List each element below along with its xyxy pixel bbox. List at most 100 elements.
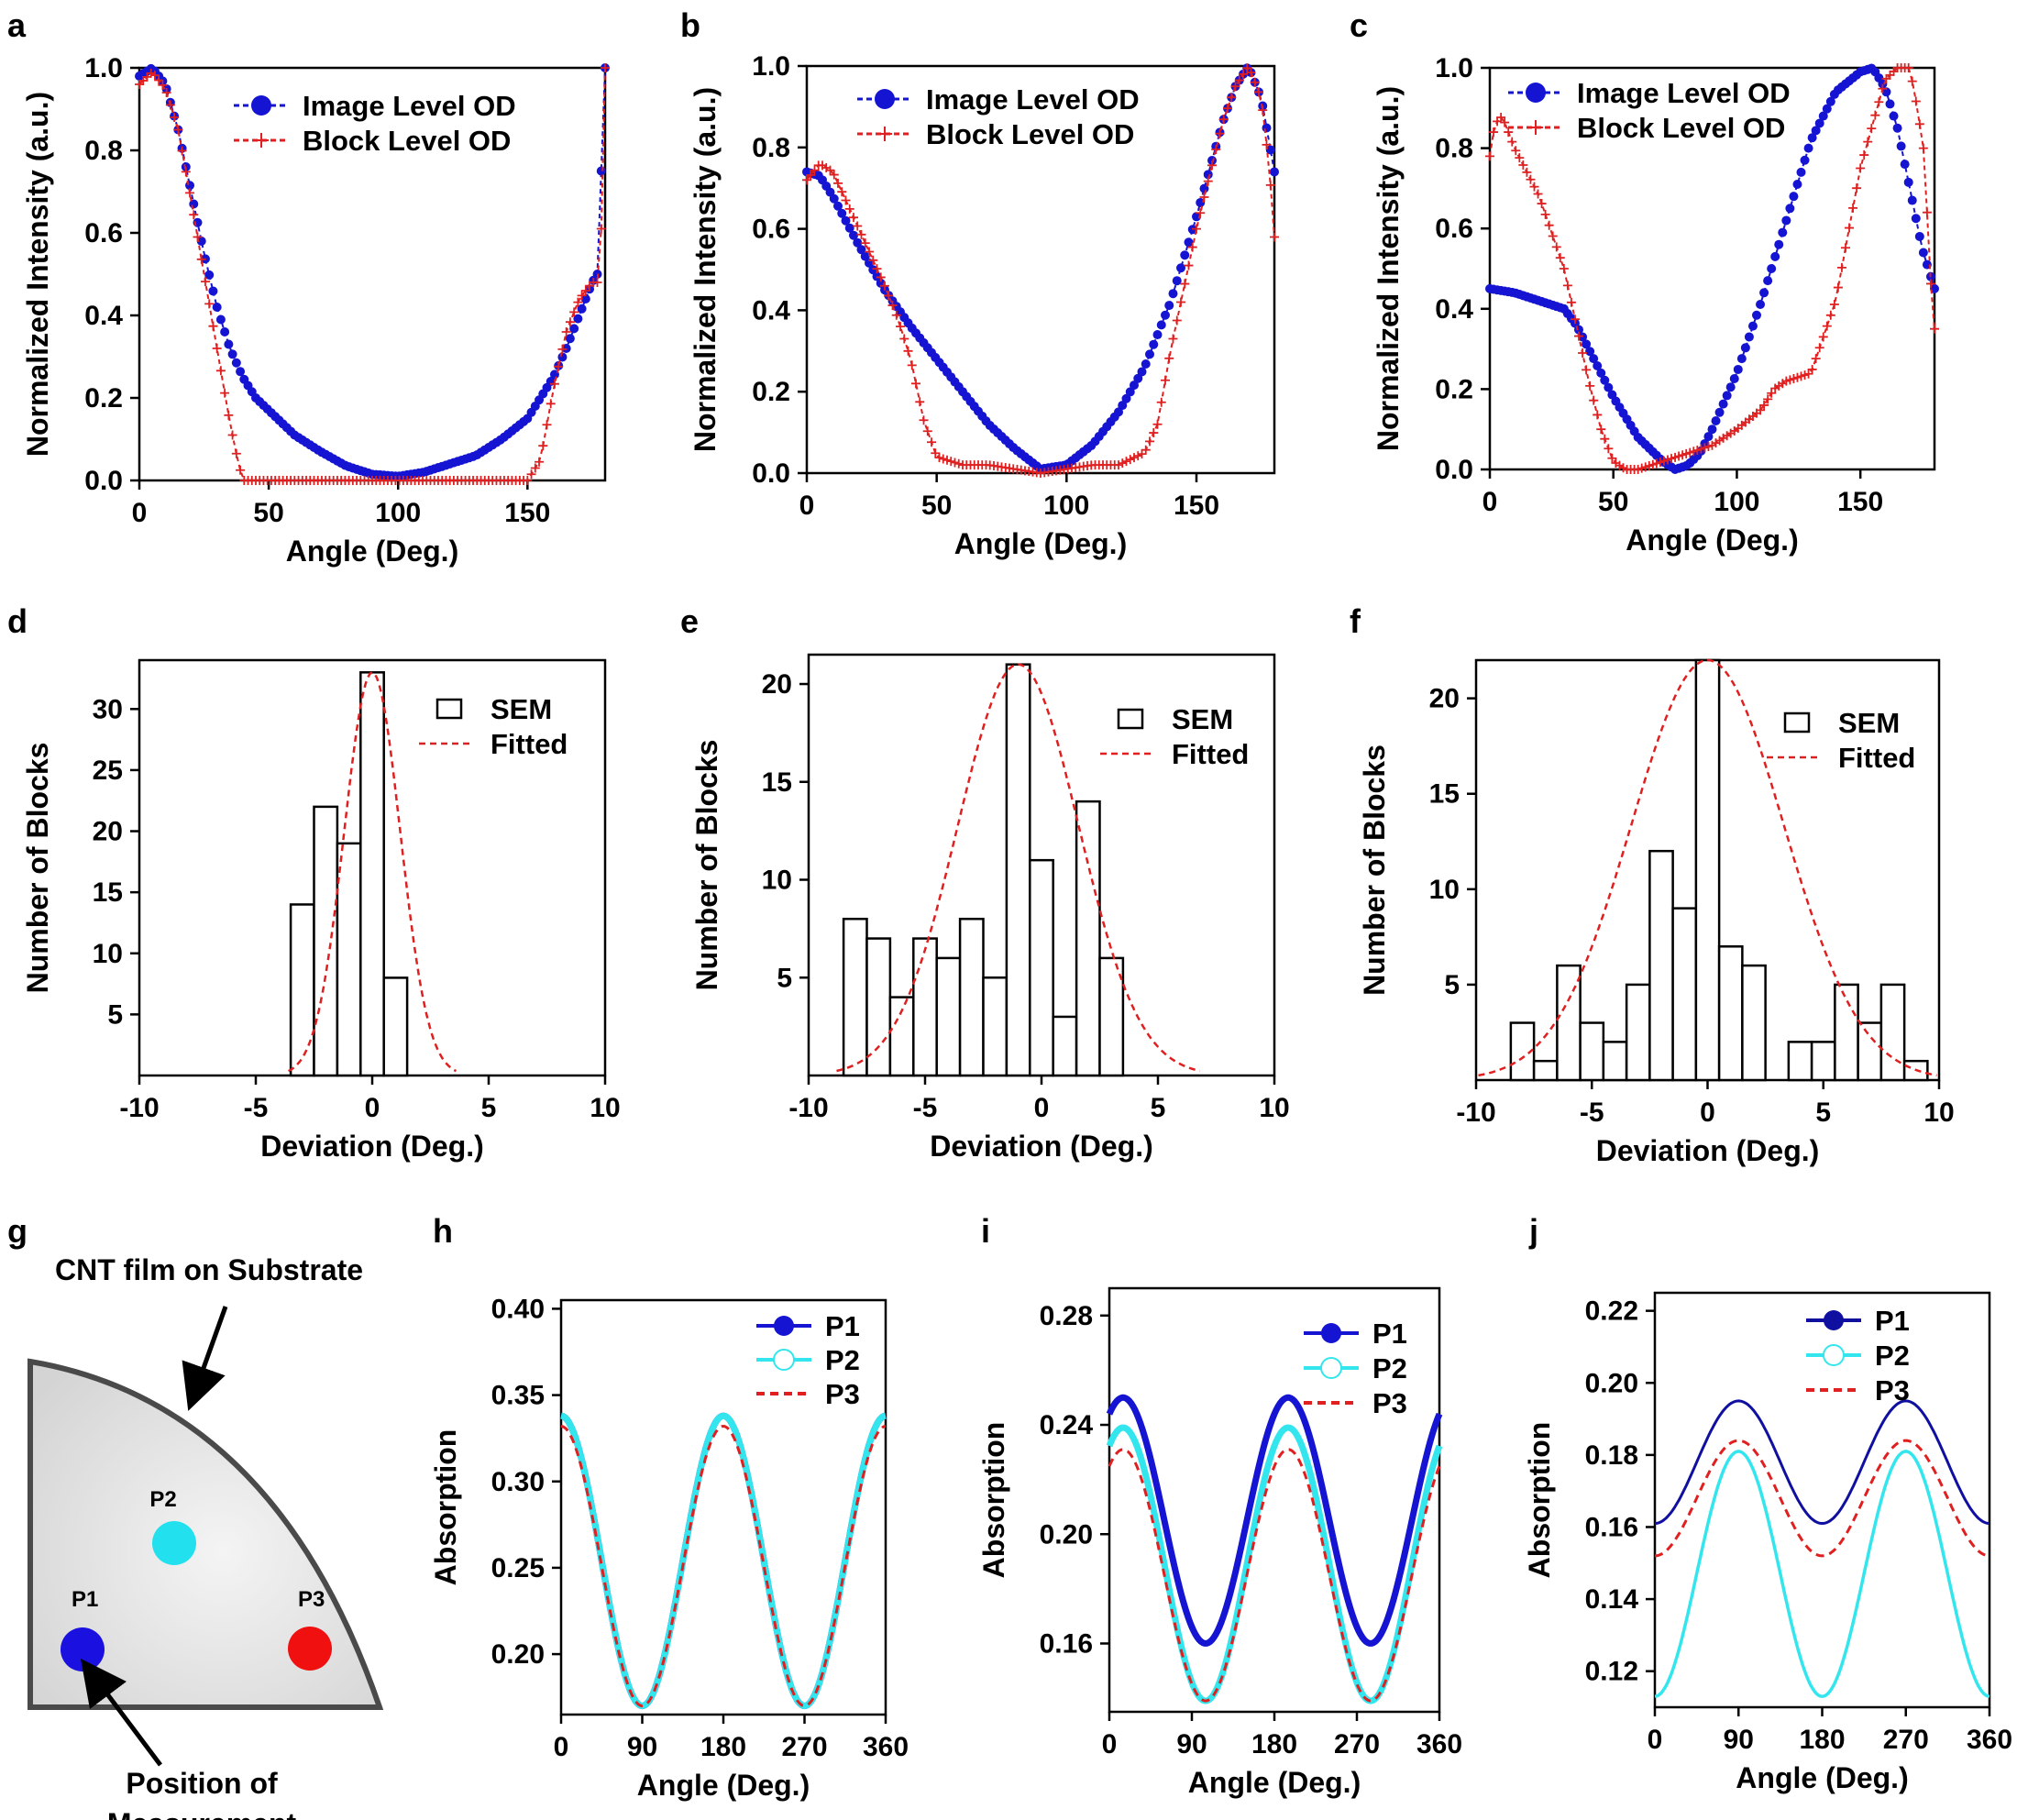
data-point: [1767, 264, 1777, 273]
bar: [1579, 1021, 1605, 1082]
y-tick-label: 0.2: [1435, 374, 1473, 404]
data-point: [1918, 143, 1928, 153]
y-tick-label: 10: [762, 866, 792, 896]
data-point: [911, 379, 920, 389]
data-point: [1747, 321, 1758, 331]
data-point: [577, 303, 587, 314]
data-point: [1118, 401, 1128, 411]
data-point: [1125, 387, 1135, 397]
data-point: [1215, 128, 1225, 138]
data-point: [1254, 87, 1263, 97]
legend-marker: [1117, 708, 1144, 730]
data-point: [868, 255, 878, 265]
panel-d: -10 -5 0 5 10 5 10 15 20 25 30 Deviation (Deg.) Numb…: [7, 602, 621, 1163]
data-point: [856, 229, 866, 239]
data-point: [1559, 264, 1569, 273]
data-point: [1703, 432, 1714, 442]
data-point: [1172, 276, 1182, 286]
data-point: [829, 170, 839, 180]
data-point: [1803, 143, 1813, 153]
data-point: [1207, 160, 1217, 171]
data-point: [915, 397, 925, 407]
data-point: [1718, 399, 1728, 409]
x-tick-label: 10: [1923, 1098, 1954, 1128]
y-tick-label: 0.4: [1435, 294, 1473, 325]
data-point: [1800, 155, 1810, 165]
data-point: [181, 167, 191, 177]
y-tick-label: 0.30: [491, 1467, 545, 1497]
data-point: [1903, 177, 1913, 187]
data-point: [1885, 99, 1895, 109]
data-point: [1529, 182, 1539, 192]
data-point: [1740, 343, 1750, 353]
data-point: [1511, 146, 1521, 156]
data-point: [1507, 137, 1517, 147]
bar: [289, 903, 315, 1077]
legend-marker: [251, 95, 271, 116]
y-tick-label: 0.14: [1585, 1584, 1639, 1615]
y-tick-label: 0.20: [1585, 1368, 1638, 1398]
data-point: [204, 270, 215, 280]
y-axis-label: Number of Blocks: [690, 740, 723, 991]
data-point: [907, 360, 917, 370]
data-point: [1145, 436, 1154, 447]
data-point: [1258, 105, 1268, 116]
y-axis-label: Normalized Intensity (a.u.): [689, 87, 722, 452]
y-tick-label: 0.2: [84, 383, 123, 414]
y-tick-label: 15: [93, 877, 123, 908]
x-tick-label: 90: [1176, 1729, 1207, 1759]
data-point: [1504, 127, 1514, 138]
data-point: [1156, 397, 1166, 407]
data-point: [1485, 151, 1494, 161]
x-tick-label: 5: [1815, 1098, 1831, 1128]
legend-label: SEM: [1172, 703, 1233, 735]
bar: [1556, 964, 1582, 1082]
bar: [359, 671, 385, 1077]
data-point: [1922, 207, 1932, 217]
legend-label: Fitted: [1172, 738, 1249, 770]
data-point: [833, 178, 843, 188]
data-point: [1199, 192, 1209, 202]
x-tick-label: 100: [1714, 487, 1759, 517]
data-point: [1736, 354, 1747, 364]
data-point: [1156, 320, 1166, 330]
data-point: [1133, 373, 1143, 383]
y-tick-label: 0.0: [752, 458, 790, 489]
data-point: [224, 410, 234, 420]
x-tick-label: 180: [700, 1732, 746, 1762]
data-point: [1246, 68, 1256, 78]
data-point: [1822, 104, 1832, 114]
data-point: [1604, 444, 1614, 454]
bar: [1834, 983, 1859, 1082]
panel-label: h: [433, 1212, 453, 1250]
y-tick-label: 0.35: [491, 1381, 545, 1411]
data-point: [224, 339, 234, 349]
y-tick-label: 0.6: [752, 215, 790, 245]
data-point: [1265, 145, 1275, 155]
data-point: [1192, 212, 1201, 222]
x-tick-label: -10: [119, 1093, 159, 1123]
legend-label: P2: [1875, 1340, 1910, 1372]
y-tick-label: 1.0: [84, 53, 123, 83]
legend-label: Block Level OD: [926, 118, 1134, 150]
x-tick-label: -5: [1580, 1098, 1604, 1128]
data-point: [535, 457, 545, 467]
data-point: [215, 314, 226, 325]
data-point: [1914, 119, 1924, 129]
data-point: [1270, 232, 1279, 242]
data-point: [1811, 126, 1821, 136]
data-point: [806, 170, 816, 180]
x-tick-label: 150: [1174, 491, 1219, 521]
y-tick-label: 0.25: [491, 1553, 545, 1583]
data-point: [1121, 393, 1131, 403]
data-point: [196, 254, 206, 264]
data-point: [1596, 368, 1606, 378]
data-point: [1242, 63, 1252, 73]
y-tick-label: 0.22: [1585, 1296, 1638, 1327]
bar: [1075, 800, 1101, 1077]
data-point: [942, 455, 952, 465]
data-point: [825, 165, 835, 175]
data-point: [1770, 251, 1780, 261]
